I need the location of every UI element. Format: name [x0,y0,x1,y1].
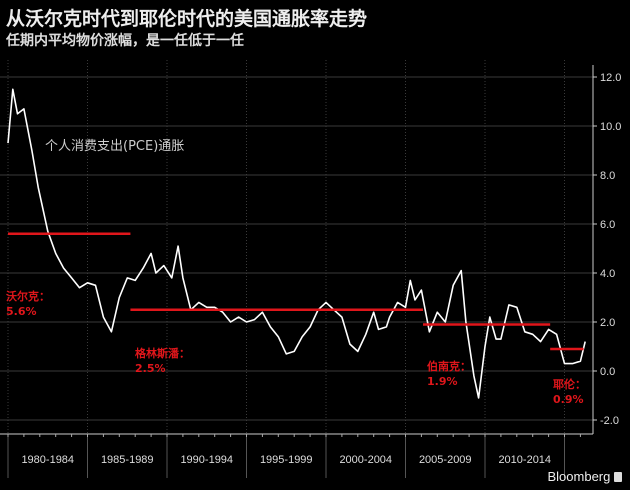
chart-subtitle: 任期内平均物价涨幅，是一任低于一任 [6,33,244,49]
series-label: 个人消费支出(PCE)通胀 [45,139,184,154]
chair-name-label: 伯南克： [427,359,471,373]
y-tick-label: 0.0 [600,366,615,378]
brand-text: Bloomberg [547,469,611,484]
y-tick-label: 6.0 [600,219,615,231]
pce-inflation-line [7,88,586,399]
average-value-label: 2.5% [135,362,166,375]
chair-name-label: 沃尔克： [6,289,50,303]
chair-name-label: 耶伦： [553,377,586,391]
y-tick-label: -2.0 [600,415,619,427]
average-value-label: 0.9% [553,393,584,406]
x-tick-label: 1980-1984 [21,454,74,466]
x-tick-label: 2005-2009 [419,454,472,466]
x-tick-label: 1985-1989 [101,454,154,466]
y-tick-label: 10.0 [600,121,621,133]
chair-name-label: 格林斯潘： [135,346,190,360]
average-value-label: 1.9% [427,375,458,388]
y-tick-label: 12.0 [600,72,621,84]
y-tick-label: 8.0 [600,170,615,182]
average-value-label: 5.6% [6,305,37,318]
y-tick-label: 4.0 [600,268,615,280]
x-tick-label: 1990-1994 [180,454,233,466]
y-tick-label: 2.0 [600,317,615,329]
x-tick-label: 2000-2004 [339,454,392,466]
chart-title: 从沃尔克时代到耶伦时代的美国通胀率走势 [6,8,368,30]
bloomberg-icon [614,472,622,482]
bloomberg-logo: Bloomberg [547,469,622,484]
x-tick-label: 2010-2014 [498,454,551,466]
x-tick-label: 1995-1999 [260,454,313,466]
